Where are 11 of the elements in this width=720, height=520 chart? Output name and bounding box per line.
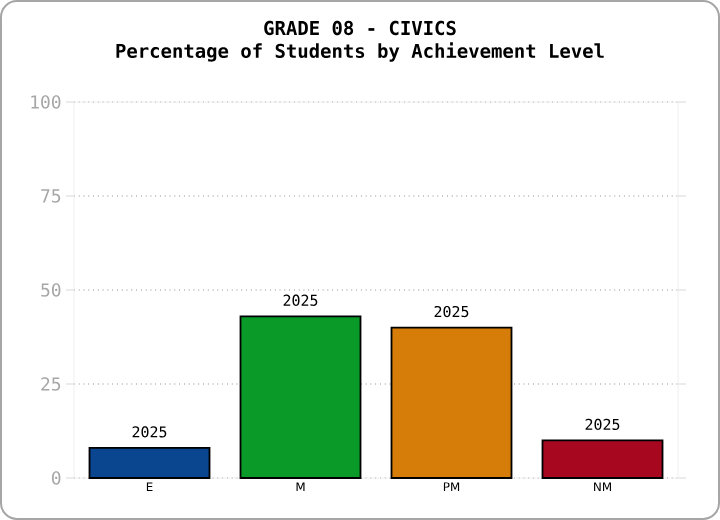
bar — [390, 326, 513, 479]
y-tick-label: 100 — [31, 95, 61, 109]
bar — [239, 315, 362, 479]
chart-title: GRADE 08 - CIVICS — [264, 20, 456, 36]
chart-subtitle: Percentage of Students by Achievement Level — [116, 42, 604, 62]
bar — [88, 447, 211, 479]
y-tick-label: 75 — [41, 189, 61, 203]
y-tick-label: 50 — [41, 283, 61, 297]
y-tick-label: 25 — [41, 377, 61, 391]
y-tick-label: 0 — [51, 471, 61, 485]
bar — [541, 439, 664, 479]
